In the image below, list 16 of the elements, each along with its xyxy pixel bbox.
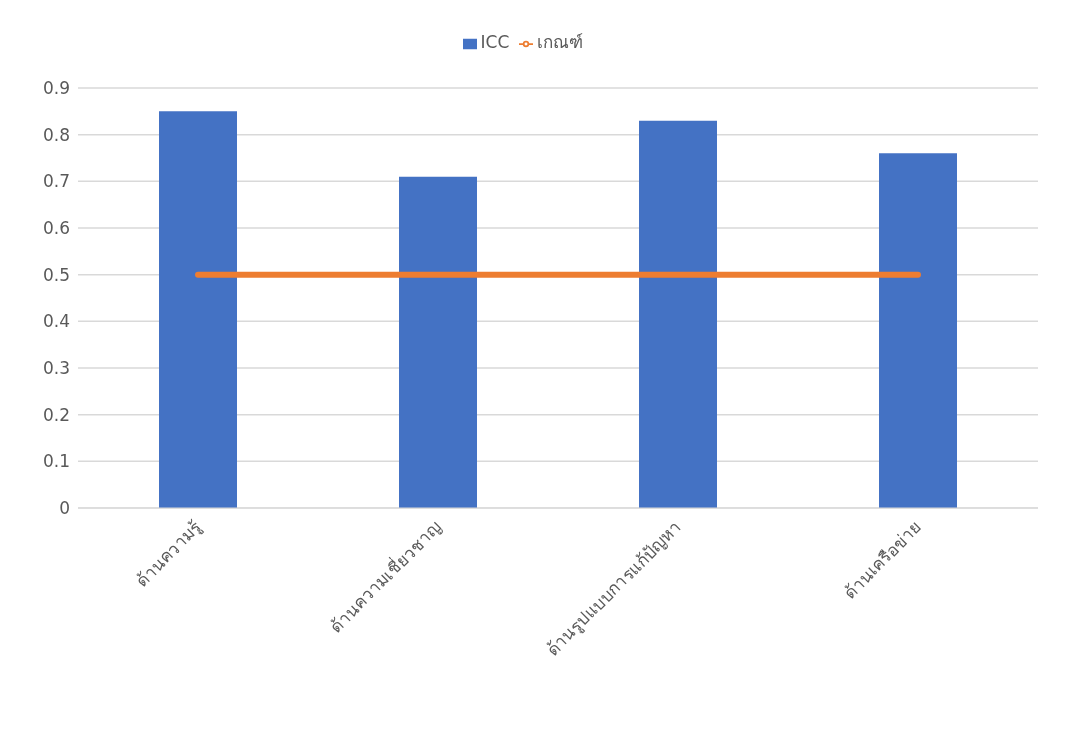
bar: [879, 153, 957, 508]
y-tick-label: 0.4: [42, 311, 70, 332]
legend-label: ICC: [480, 32, 510, 52]
y-tick-label: 0.7: [42, 171, 70, 192]
bar: [399, 176, 477, 508]
y-tick-label: 0.9: [42, 78, 70, 99]
y-tick-label: 0.1: [42, 451, 70, 472]
y-tick-label: 0.8: [42, 124, 70, 145]
y-tick-label: 0.6: [42, 218, 70, 239]
y-tick-label: 0: [59, 498, 70, 519]
y-tick-label: 0.2: [42, 404, 70, 425]
legend-label: เกณฑ์: [537, 32, 584, 52]
y-tick-label: 0.5: [42, 264, 70, 285]
bar: [639, 120, 717, 508]
bar: [159, 111, 237, 508]
y-tick-label: 0.3: [42, 358, 70, 379]
